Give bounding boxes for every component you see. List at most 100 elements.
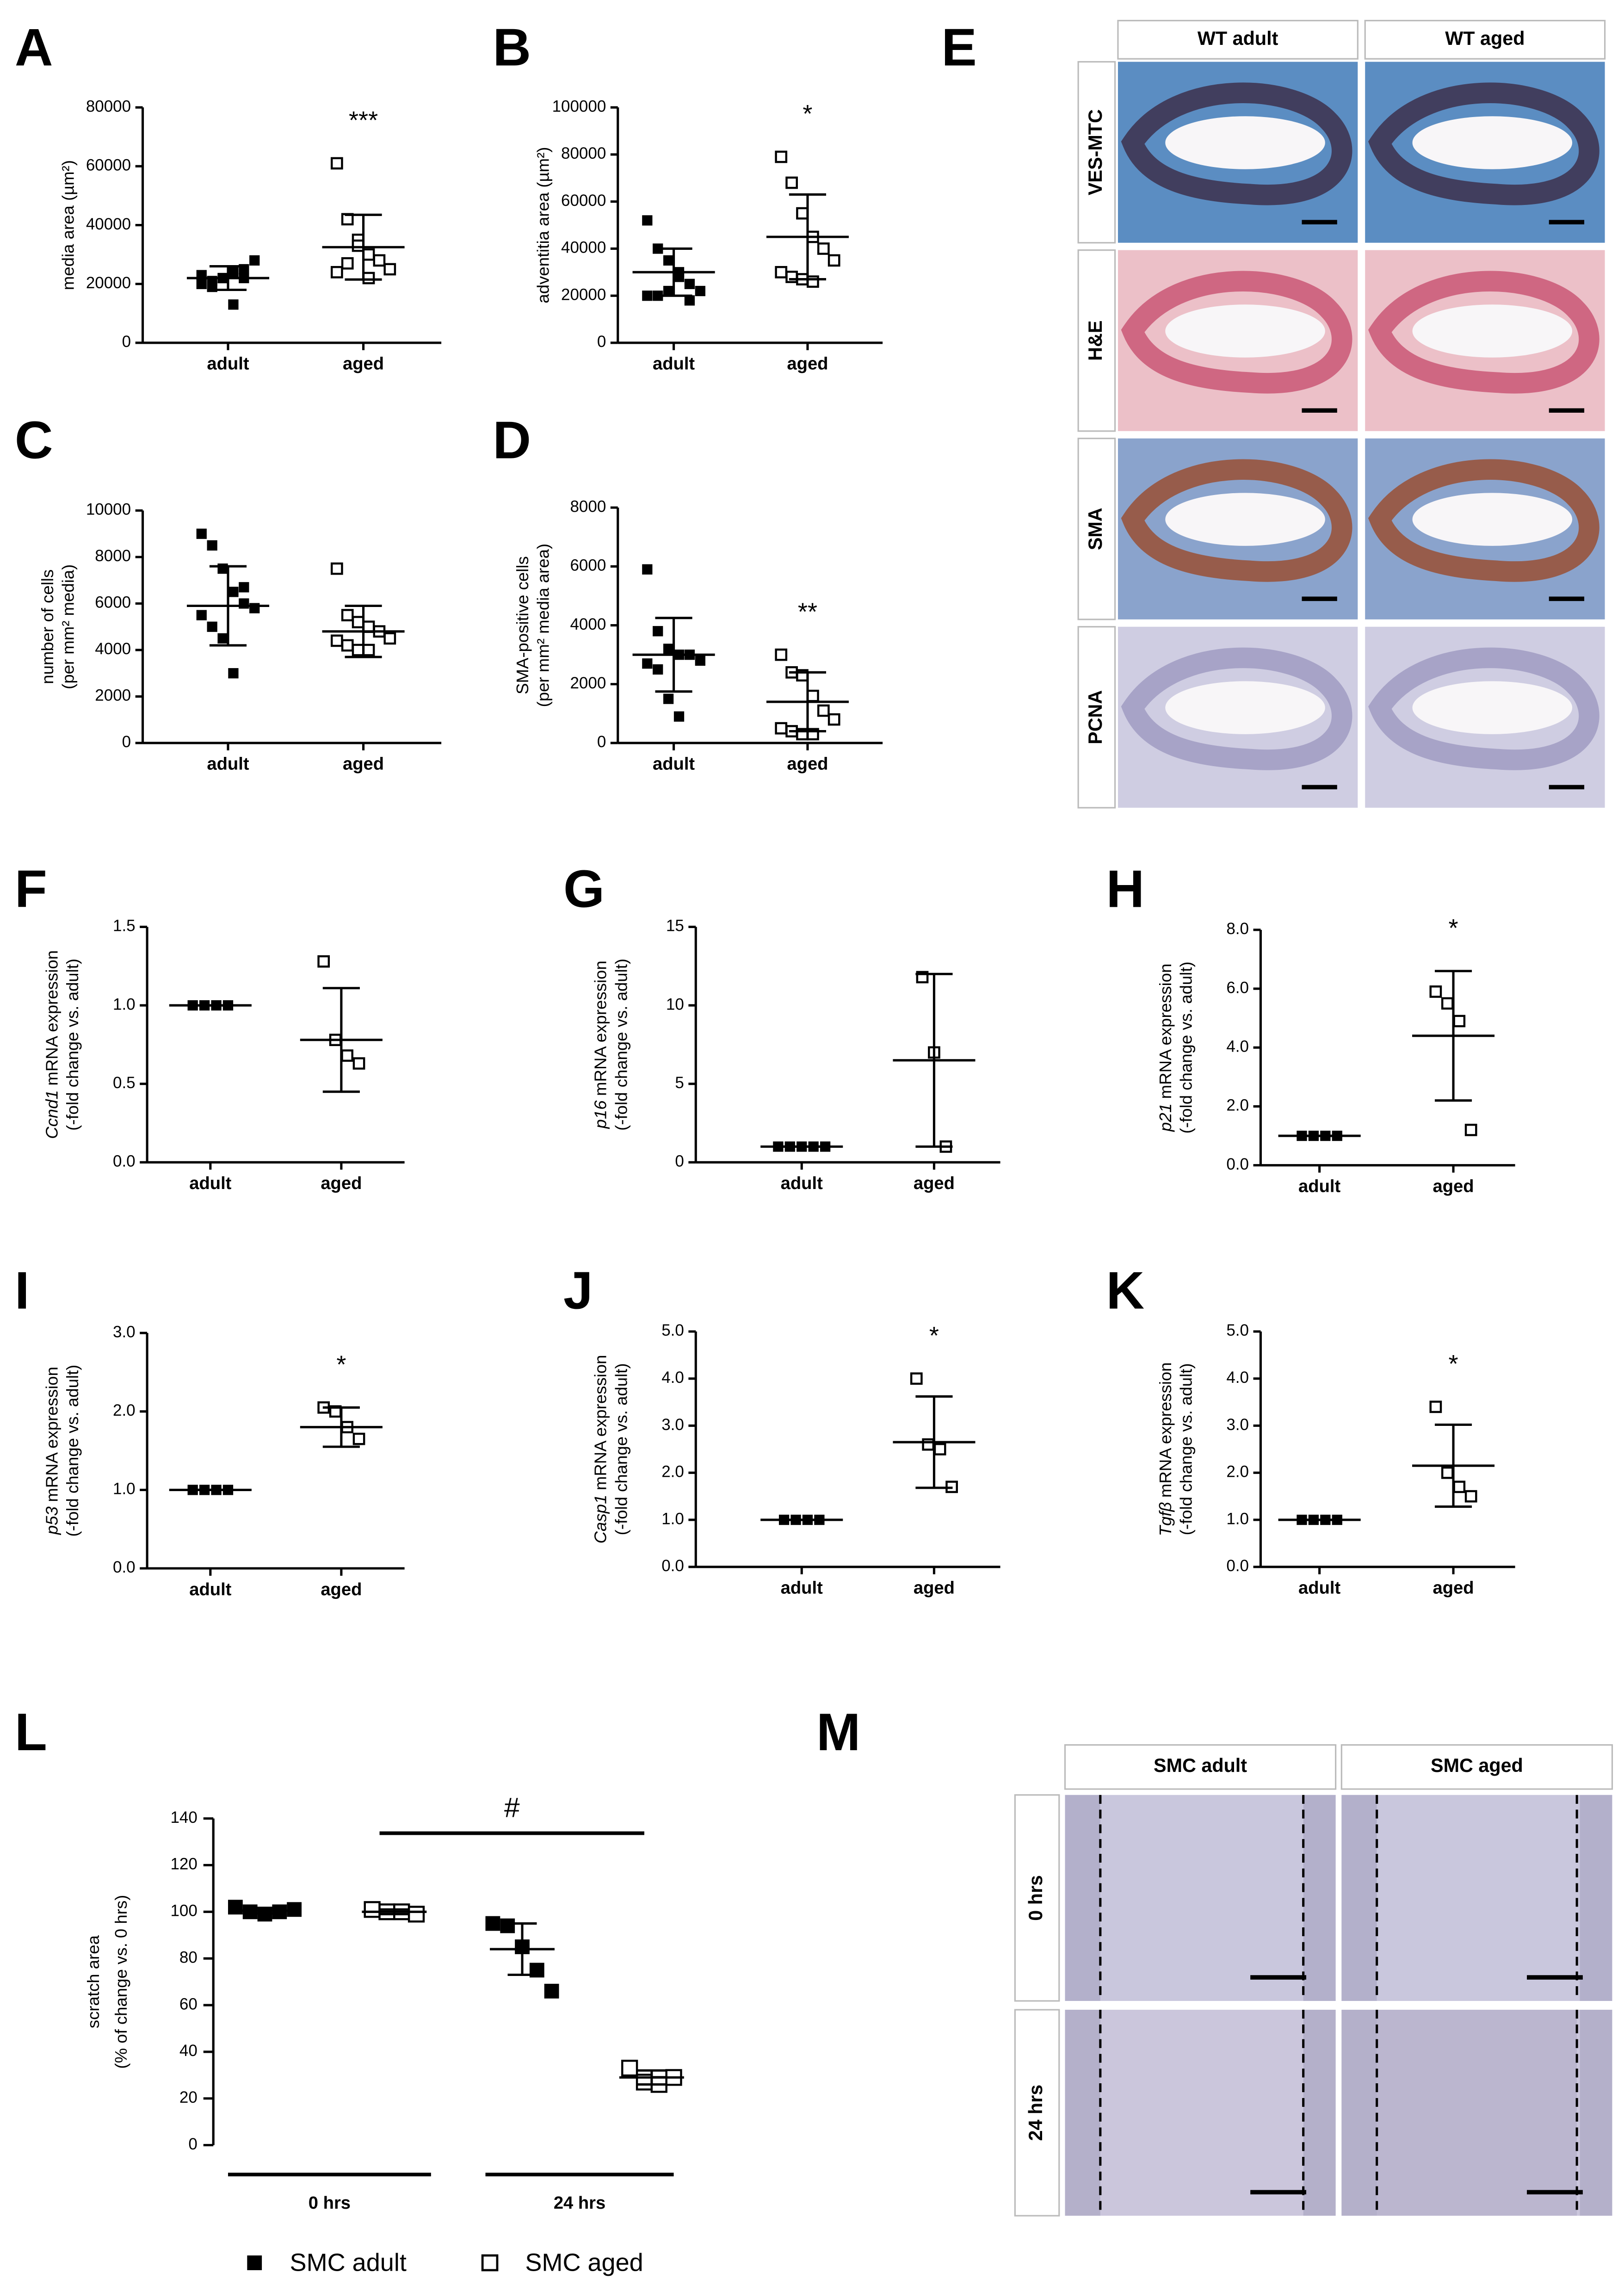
data-point — [408, 1906, 425, 1923]
data-point — [807, 275, 819, 288]
lumen — [1165, 681, 1325, 734]
data-point — [330, 562, 343, 575]
y-axis-label-text: (-fold change vs. adult) — [1176, 1363, 1195, 1535]
x-tick-label: adult — [207, 354, 249, 374]
data-point — [1464, 1490, 1477, 1503]
y-tick-label: 40000 — [561, 239, 606, 257]
y-tick-label: 60000 — [561, 192, 606, 210]
panel-letter: C — [15, 411, 53, 470]
row-header: SMA — [1085, 508, 1106, 550]
row-header-box — [1077, 249, 1116, 432]
data-point — [827, 713, 840, 726]
panel-letter: D — [493, 411, 531, 470]
y-axis-label-text: mRNA expression — [1156, 1362, 1175, 1498]
data-point — [653, 626, 663, 637]
y-axis-label-text: (-fold change vs. adult) — [63, 1365, 82, 1537]
data-point — [228, 668, 239, 679]
data-point — [352, 616, 364, 629]
row-header-box — [1077, 438, 1116, 620]
row-header-box — [1014, 1794, 1060, 2002]
vessel-wall — [1121, 459, 1352, 582]
column-header: WT adult — [1198, 28, 1278, 49]
data-point — [383, 263, 396, 276]
y-tick-label: 4000 — [95, 640, 131, 658]
cell-field — [1303, 1795, 1336, 2001]
y-tick-label: 140 — [170, 1808, 197, 1827]
data-point — [373, 254, 386, 267]
y-axis-label-text: SMA-positive cells — [513, 556, 532, 694]
y-tick-label: 4000 — [570, 615, 606, 633]
y-tick-label: 0 — [122, 333, 131, 351]
column-header-box — [1340, 1744, 1613, 1790]
y-tick-label: 10 — [666, 995, 684, 1013]
data-point — [1429, 1400, 1442, 1413]
x-tick-label: adult — [189, 1173, 231, 1193]
gene-name: Ccnd1 — [42, 1090, 61, 1139]
y-tick-label: 80 — [179, 1948, 198, 1966]
data-point — [249, 255, 260, 266]
column-header: WT aged — [1445, 28, 1525, 49]
y-axis-label: (per mm² media) — [58, 564, 77, 689]
data-point — [352, 1057, 365, 1070]
data-point — [817, 704, 830, 717]
gene-name: p16 — [591, 1100, 610, 1129]
row-header: PCNA — [1085, 690, 1106, 744]
x-tick-label: adult — [781, 1173, 823, 1193]
vessel-wall — [1368, 647, 1599, 770]
legend-swatch — [481, 2254, 499, 2272]
data-point — [684, 295, 695, 306]
y-axis-label-text: media area (µm²) — [58, 160, 77, 290]
cell-field — [1341, 1795, 1377, 2001]
x-tick-label: adult — [1298, 1176, 1340, 1196]
cell-field — [1580, 2010, 1612, 2216]
y-tick-label: 0 — [122, 733, 131, 751]
x-tick-label: aged — [343, 754, 384, 774]
data-point — [341, 609, 354, 621]
panel-letter: M — [816, 1703, 860, 1762]
significance: * — [336, 1351, 346, 1379]
y-axis-label: adventitia area (µm²) — [533, 147, 552, 303]
data-point — [775, 722, 788, 735]
data-point — [500, 1918, 515, 1933]
lumen — [1165, 116, 1325, 169]
y-axis-label: (-fold change vs. adult) — [611, 959, 630, 1131]
y-axis-label-text: mRNA expression — [42, 950, 61, 1086]
y-tick-label: 100000 — [552, 97, 606, 115]
data-point — [642, 564, 653, 575]
data-point — [653, 664, 663, 675]
column-header-box — [1117, 19, 1358, 60]
x-tick-label: adult — [207, 754, 249, 774]
y-axis-label-text: (-fold change vs. adult) — [611, 959, 630, 1131]
y-axis-label: media area (µm²) — [58, 160, 77, 290]
y-tick-label: 80000 — [561, 144, 606, 162]
x-tick-label: aged — [1433, 1176, 1474, 1196]
gene-name: p21 — [1156, 1103, 1175, 1132]
y-tick-label: 20000 — [86, 274, 131, 292]
y-tick-label: 5 — [675, 1074, 684, 1092]
y-tick-label: 60000 — [86, 156, 131, 174]
y-tick-label: 2000 — [95, 687, 131, 705]
vessel-wall — [1121, 647, 1352, 770]
y-tick-label: 6000 — [95, 594, 131, 612]
data-point — [827, 254, 840, 267]
y-tick-label: 0 — [597, 733, 606, 751]
lumen — [1165, 304, 1325, 358]
y-axis-label: p53 mRNA expression — [42, 1367, 61, 1535]
y-tick-label: 0.5 — [113, 1074, 136, 1092]
y-tick-label: 3.0 — [1226, 1416, 1249, 1434]
data-point — [807, 689, 819, 702]
gene-name: Tgfβ — [1156, 1502, 1175, 1536]
data-point — [330, 157, 343, 170]
data-point — [695, 285, 705, 297]
y-axis-label: scratch area — [84, 1935, 103, 2028]
x-tick-label: aged — [321, 1173, 362, 1193]
significance: * — [929, 1322, 939, 1350]
x-tick-label: adult — [1298, 1578, 1340, 1598]
data-point — [196, 528, 207, 539]
y-tick-label: 1.0 — [1226, 1510, 1249, 1528]
y-tick-label: 0 — [188, 2135, 197, 2153]
panel-letter: G — [563, 860, 605, 919]
y-axis-label-text: (-fold change vs. adult) — [63, 959, 82, 1131]
data-point — [228, 587, 239, 597]
